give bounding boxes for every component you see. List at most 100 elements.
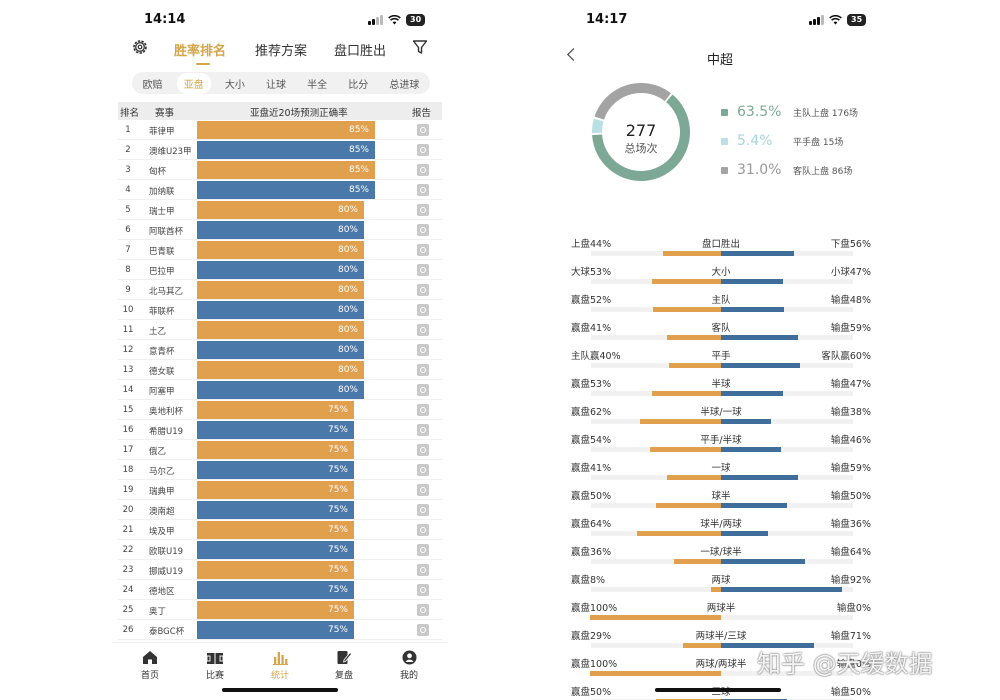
table-row[interactable]: 13 德女联 80% [118,360,442,380]
subtab-european-odds[interactable]: 欧赔 [142,79,163,91]
stat-left-label: 上盘44% [571,239,612,250]
report-search-icon[interactable] [417,184,429,196]
report-search-icon[interactable] [417,324,429,336]
table-row[interactable]: 10 菲联杯 80% [118,300,442,320]
report-search-icon[interactable] [417,504,429,516]
table-row[interactable]: 7 巴青联 80% [118,240,442,260]
nav-home[interactable]: 首页 [130,649,170,681]
table-row[interactable]: 4 加纳联 85% [118,180,442,200]
table-row[interactable]: 21 埃及甲 75% [118,520,442,540]
table-row[interactable]: 12 意青杯 80% [118,340,442,360]
nav-profile-label: 我的 [399,671,418,681]
accuracy-bar: 80% [197,321,364,339]
report-search-icon[interactable] [417,444,429,456]
report-search-icon[interactable] [417,464,429,476]
row-league: 菲律甲 [149,127,175,137]
row-rank: 12 [122,345,134,355]
row-league: 巴拉甲 [149,267,175,277]
tab-win-rate-ranking[interactable]: 胜率排名 [174,44,227,59]
table-row[interactable]: 6 阿联酋杯 80% [118,220,442,240]
stat-row: 赢盘50% 球半 输盘50% [571,484,871,512]
report-search-icon[interactable] [417,404,429,416]
status-bar: 14:17 35 [555,12,885,30]
stat-left-bar [652,307,721,312]
table-row[interactable]: 19 瑞典甲 75% [118,480,442,500]
report-search-icon[interactable] [417,564,429,576]
handicap-stats-list: 上盘44% 盘口胜出 下盘56% 大球53% 大小 小球47% 赢盘52% 主队 输盘48% 赢盘… [571,232,871,700]
table-row[interactable]: 11 土乙 80% [118,320,442,340]
stat-row: 赢盘100% 两球/两球半 输盘0% [571,652,871,680]
stat-left-label: 主队赢40% [571,351,621,362]
stat-left-label: 赢盘50% [571,687,612,698]
subtab-half-full[interactable]: 半全 [307,79,328,91]
table-row[interactable]: 16 希腊U19 75% [118,420,442,440]
home-indicator [222,688,338,692]
report-search-icon[interactable] [417,224,429,236]
report-search-icon[interactable] [417,284,429,296]
stat-right-bar [721,531,769,536]
nav-profile[interactable]: 我的 [389,649,429,681]
report-search-icon[interactable] [417,364,429,376]
table-row[interactable]: 1 菲律甲 85% [118,120,442,140]
stat-category: 球半 [711,491,731,502]
tab-handicap-wins[interactable]: 盘口胜出 [334,44,387,59]
nav-statistics[interactable]: 统计 [260,649,300,681]
report-search-icon[interactable] [417,124,429,136]
stat-right-bar [721,503,787,508]
report-search-icon[interactable] [417,584,429,596]
report-search-icon[interactable] [417,544,429,556]
tab-recommended-plans[interactable]: 推荐方案 [255,44,308,59]
report-search-icon[interactable] [417,144,429,156]
table-row[interactable]: 9 北马其乙 80% [118,280,442,300]
stat-left-label: 赢盘41% [571,463,612,474]
table-row[interactable]: 8 巴拉甲 80% [118,260,442,280]
table-row[interactable]: 25 奥丁 75% [118,600,442,620]
subtab-total-goals[interactable]: 总进球 [389,79,420,91]
report-search-icon[interactable] [417,524,429,536]
filter-funnel-icon[interactable] [412,39,428,55]
stat-left-bar [650,447,721,452]
report-search-icon[interactable] [417,604,429,616]
table-row[interactable]: 17 俄乙 75% [118,440,442,460]
report-search-icon[interactable] [417,204,429,216]
accuracy-bar: 85% [197,141,375,159]
subtab-asian-handicap[interactable]: 亚盘 [176,72,211,94]
legend-home-favored: 63.5% 主队上盘 176场 [721,104,858,120]
report-search-icon[interactable] [417,344,429,356]
nav-matches[interactable]: 比赛 [195,649,235,681]
table-row[interactable]: 15 奥地利杯 75% [118,400,442,420]
subtab-over-under[interactable]: 大小 [224,79,245,91]
accuracy-bar: 80% [197,281,364,299]
nav-review[interactable]: 复盘 [324,649,364,681]
table-row[interactable]: 23 挪威U19 75% [118,560,442,580]
row-league: 德地区 [149,587,175,597]
bottom-tab-bar: 首页 比赛 统计 复盘 我的 [112,642,448,700]
row-rank: 19 [122,485,134,495]
table-row[interactable]: 2 澳维U23甲 85% [118,140,442,160]
table-row[interactable]: 24 德地区 75% [118,580,442,600]
stat-right-bar [721,363,800,368]
report-search-icon[interactable] [417,264,429,276]
table-row[interactable]: 3 匈杯 85% [118,160,442,180]
report-search-icon[interactable] [417,624,429,636]
table-row[interactable]: 22 欧联U19 75% [118,540,442,560]
report-search-icon[interactable] [417,384,429,396]
accuracy-bar: 75% [197,541,354,559]
table-row[interactable]: 26 泰BGC杯 75% [118,620,442,640]
stat-left-label: 大球53% [571,267,612,278]
report-search-icon[interactable] [417,244,429,256]
row-rank: 26 [122,625,134,635]
table-row[interactable]: 5 瑞士甲 80% [118,200,442,220]
settings-gear-icon[interactable] [131,38,149,56]
stat-category: 客队 [711,323,731,334]
report-search-icon[interactable] [417,424,429,436]
subtab-score[interactable]: 比分 [348,79,369,91]
subtab-handicap[interactable]: 让球 [265,79,286,91]
accuracy-bar: 75% [197,561,354,579]
table-row[interactable]: 18 马尔乙 75% [118,460,442,480]
table-row[interactable]: 20 澳南超 75% [118,500,442,520]
report-search-icon[interactable] [417,304,429,316]
table-row[interactable]: 14 阿塞甲 80% [118,380,442,400]
report-search-icon[interactable] [417,484,429,496]
report-search-icon[interactable] [417,164,429,176]
